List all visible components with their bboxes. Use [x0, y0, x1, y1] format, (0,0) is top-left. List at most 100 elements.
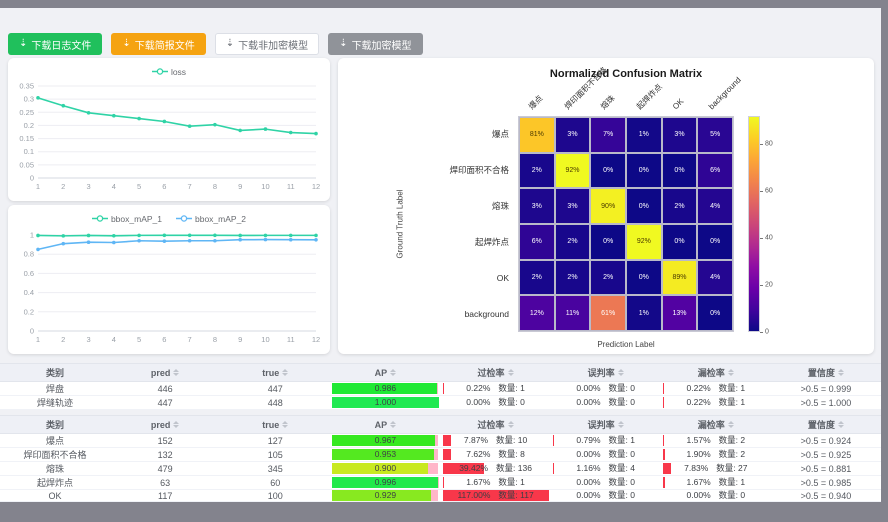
column-header-label: pred — [150, 367, 171, 378]
colorbar-tick-label: 20 — [765, 281, 773, 289]
data-point — [36, 247, 40, 252]
svg-text:0.35: 0.35 — [19, 82, 34, 91]
matrix-row-label: 爆点 — [491, 129, 509, 139]
column-header-置信度[interactable]: 置信度 — [770, 415, 881, 434]
table-spacer — [0, 410, 881, 415]
matrix-cell: 13% — [661, 295, 698, 331]
sort-icon[interactable] — [173, 421, 180, 428]
column-header-漏检率[interactable]: 漏检率 — [660, 415, 771, 434]
column-header-label: 过检率 — [477, 420, 505, 430]
svg-text:11: 11 — [287, 335, 295, 344]
sort-icon[interactable] — [390, 369, 397, 376]
data-point — [314, 233, 318, 238]
legend-item[interactable]: bbox_mAP_1 — [91, 212, 162, 225]
download-report-button[interactable]: ⇣ 下载简报文件 — [111, 33, 206, 55]
map-chart-legend: bbox_mAP_1 bbox_mAP_2 — [8, 205, 330, 225]
svg-text:1: 1 — [36, 182, 40, 191]
column-header-误判率[interactable]: 误判率 — [550, 415, 661, 434]
column-header-过检率[interactable]: 过检率 — [440, 415, 551, 434]
matrix-cell: 3% — [519, 188, 555, 224]
rate-cell: 7.87% 数量: 10 — [440, 433, 551, 448]
table-row: 起焊炸点 63 60 0.996 1.67% 数量: 1 0.00% 数量: 0 1.67% 数量… — [0, 475, 881, 490]
table-row: 爆点 152 127 0.967 7.87% 数量: 10 0.79% 数量: 1 1.57% 数… — [0, 433, 881, 448]
matrix-cell: 0% — [626, 259, 662, 296]
svg-text:0.3: 0.3 — [24, 95, 34, 104]
sort-icon[interactable] — [837, 369, 844, 376]
column-header-label: 漏检率 — [697, 420, 725, 430]
sort-icon[interactable] — [282, 369, 289, 376]
table-row: 焊印面积不合格 132 105 0.953 7.62% 数量: 8 0.00% 数量: 0 1.… — [0, 447, 881, 462]
confusion-matrix-card: Normalized Confusion Matrix 81% 3% 7% 1% 3% 5… — [338, 58, 874, 354]
svg-text:2: 2 — [61, 335, 65, 344]
ap-cell: 0.900 — [330, 461, 441, 476]
matrix-cell: 81% — [519, 117, 555, 153]
svg-text:6: 6 — [162, 335, 166, 344]
matrix-col-label: background — [706, 75, 743, 112]
column-header-label: 置信度 — [807, 368, 835, 378]
svg-text:12: 12 — [312, 182, 320, 191]
matrix-cell: 89% — [661, 259, 698, 296]
column-header-AP[interactable]: AP — [330, 415, 441, 434]
matrix-cell: 2% — [554, 224, 591, 260]
column-header-true[interactable]: true — [220, 363, 331, 382]
column-header-label: AP — [374, 367, 388, 378]
sort-icon[interactable] — [507, 369, 514, 376]
svg-text:0.2: 0.2 — [24, 307, 34, 316]
category-cell: 熔珠 — [0, 461, 111, 476]
rate-cell: 7.83% 数量: 27 — [660, 461, 771, 476]
sort-icon[interactable] — [727, 421, 734, 428]
rate-cell: 0.00% 数量: 0 — [550, 489, 661, 502]
colorbar-tick-label: 40 — [765, 234, 773, 242]
column-header-label: pred — [150, 419, 171, 430]
download-encrypted-model-button[interactable]: ⇣ 下载加密模型 — [328, 33, 423, 55]
sort-icon[interactable] — [837, 421, 844, 428]
confidence-cell: >0.5 = 0.985 — [770, 475, 881, 490]
download-icon: ⇣ — [225, 38, 235, 49]
svg-text:5: 5 — [137, 182, 141, 191]
svg-text:3: 3 — [86, 335, 90, 344]
data-point — [288, 237, 293, 242]
column-header-漏检率[interactable]: 漏检率 — [660, 363, 771, 382]
column-header-true[interactable]: true — [220, 415, 331, 434]
sort-icon[interactable] — [507, 421, 514, 428]
svg-text:10: 10 — [261, 335, 269, 344]
colorbar-tick — [760, 144, 763, 146]
data-point — [288, 130, 293, 135]
column-header-pred[interactable]: pred — [110, 415, 221, 434]
matrix-cell: 0% — [697, 224, 733, 260]
column-header-AP[interactable]: AP — [330, 363, 441, 382]
series-line — [37, 97, 317, 135]
download-unencrypted-model-button[interactable]: ⇣ 下载非加密模型 — [214, 33, 320, 55]
legend-item[interactable]: loss — [151, 65, 186, 78]
sort-icon[interactable] — [282, 421, 289, 428]
matrix-cell: 61% — [590, 295, 626, 331]
legend-item[interactable]: bbox_mAP_2 — [176, 212, 246, 225]
sort-icon[interactable] — [617, 421, 624, 428]
rate-cell: 117.00% 数量: 117 — [440, 489, 551, 502]
pred-cell: 447 — [110, 395, 221, 410]
svg-text:0.15: 0.15 — [19, 134, 34, 143]
sort-icon[interactable] — [173, 369, 180, 376]
sort-icon[interactable] — [617, 369, 624, 376]
svg-text:0: 0 — [30, 327, 34, 336]
colorbar-tick-label: 80 — [765, 140, 773, 148]
download-log-button[interactable]: ⇣ 下载日志文件 — [8, 33, 103, 55]
sort-icon[interactable] — [390, 421, 397, 428]
svg-text:3: 3 — [86, 182, 90, 191]
ap-cell: 0.996 — [330, 475, 441, 490]
column-header-pred[interactable]: pred — [110, 363, 221, 382]
series-line — [37, 238, 317, 251]
column-header-置信度[interactable]: 置信度 — [770, 363, 881, 382]
sort-icon[interactable] — [727, 369, 734, 376]
rate-cell: 7.62% 数量: 8 — [440, 447, 551, 462]
pred-cell: 63 — [110, 475, 221, 490]
series-line — [37, 234, 316, 237]
colorbar-tick-label: 0 — [765, 328, 769, 336]
column-header-误判率[interactable]: 误判率 — [550, 363, 661, 382]
column-header-过检率[interactable]: 过检率 — [440, 363, 551, 382]
data-point — [187, 124, 192, 129]
confidence-cell: >0.5 = 1.000 — [770, 395, 881, 410]
confusion-matrix-row-labels: 爆点 焊印面积不合格 熔珠 起焊炸点 OK background — [426, 116, 514, 332]
colorbar-tick — [760, 238, 763, 240]
pred-cell: 117 — [110, 489, 221, 502]
